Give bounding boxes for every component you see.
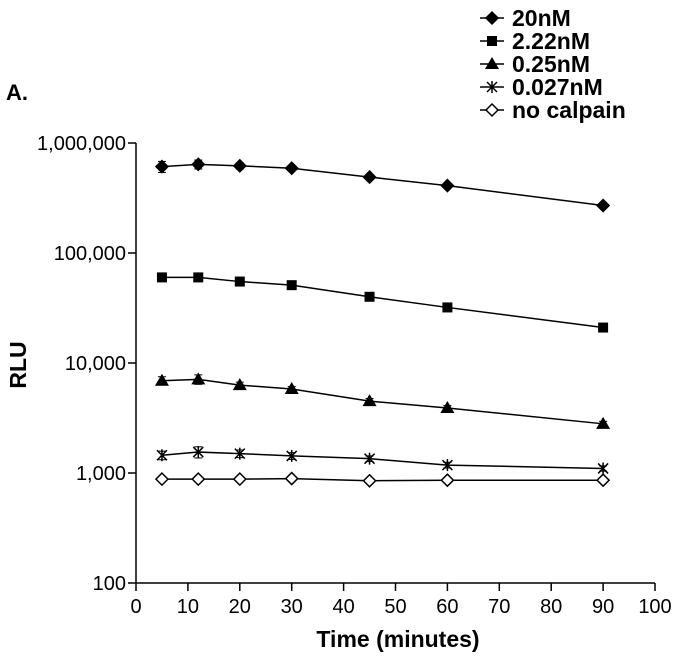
data-point: [234, 447, 246, 460]
data-point: [286, 449, 298, 462]
series-1: [154, 157, 611, 213]
x-tick-label: 100: [638, 596, 671, 618]
y-tick-label: 10,000: [65, 353, 126, 375]
x-tick-label: 70: [488, 596, 510, 618]
data-point: [191, 372, 206, 385]
data-point: [362, 394, 377, 407]
data-point: [154, 159, 170, 174]
legend-item: 20nM: [480, 5, 571, 31]
data-point: [191, 472, 206, 487]
data-point: [440, 400, 455, 413]
series-5: [154, 471, 611, 488]
data-point: [284, 161, 299, 176]
series-line: [161, 451, 604, 470]
y-axis-title: RLU: [5, 341, 31, 388]
legend-label: 0.027nM: [512, 74, 603, 100]
y-tick-label: 100,000: [54, 243, 126, 265]
legend-marker: [484, 102, 500, 118]
legend-marker: [485, 57, 499, 69]
data-point: [362, 473, 377, 488]
data-point: [362, 170, 377, 185]
data-point: [440, 178, 455, 193]
x-tick-label: 80: [540, 596, 562, 618]
series-line: [161, 163, 604, 207]
data-point: [234, 276, 245, 287]
legend-marker: [487, 36, 497, 46]
data-point: [232, 378, 247, 391]
data-point: [154, 373, 169, 386]
series-line: [161, 477, 604, 482]
panel-label: A.: [6, 80, 28, 105]
x-tick-label: 40: [332, 596, 354, 618]
data-point: [442, 302, 453, 313]
legend-label: 0.25nM: [512, 51, 590, 77]
data-point: [286, 280, 297, 291]
legend-item: 2.22nM: [480, 28, 590, 54]
data-point: [364, 452, 376, 465]
data-point: [596, 473, 611, 488]
legend-item: no calpain: [480, 97, 626, 123]
data-point: [596, 198, 611, 213]
data-point: [192, 446, 204, 459]
data-point: [284, 382, 299, 395]
series-layer: [154, 157, 611, 488]
x-tick-label: 0: [130, 596, 141, 618]
data-point: [440, 473, 455, 488]
data-point: [232, 472, 247, 487]
data-point: [193, 272, 204, 283]
axes: 100 1,000 10,000 100,000 1,000,000 0 10 20 30 40 5…: [37, 133, 672, 618]
legend-item: 0.027nM: [480, 74, 603, 100]
data-point: [598, 322, 609, 333]
data-point: [364, 291, 375, 302]
data-point: [597, 462, 609, 475]
series-3: [154, 372, 611, 429]
legend-marker: [486, 81, 498, 93]
data-point: [441, 459, 453, 472]
series-4: [156, 446, 609, 475]
data-point: [191, 157, 206, 172]
data-point: [232, 158, 247, 173]
x-tick-label: 30: [281, 596, 303, 618]
series-2: [156, 272, 609, 333]
legend-label: 20nM: [512, 5, 571, 31]
data-point: [156, 272, 167, 283]
x-tick-label: 20: [229, 596, 251, 618]
data-point: [154, 472, 170, 487]
x-tick-label: 10: [177, 596, 199, 618]
x-tick-label: 50: [384, 596, 406, 618]
x-axis-title: Time (minutes): [316, 626, 479, 652]
series-line: [161, 276, 604, 329]
y-tick-label: 100: [93, 573, 126, 595]
series-line: [161, 378, 604, 425]
data-point: [596, 416, 611, 429]
legend-label: 2.22nM: [512, 28, 590, 54]
legend-marker: [484, 10, 500, 26]
x-tick-label: 60: [436, 596, 458, 618]
legend-label: no calpain: [512, 97, 626, 123]
y-tick-label: 1,000,000: [37, 133, 126, 155]
y-tick-label: 1,000: [76, 463, 126, 485]
data-point: [284, 471, 299, 486]
x-tick-label: 90: [592, 596, 614, 618]
legend-item: 0.25nM: [480, 51, 590, 77]
data-point: [156, 449, 168, 462]
